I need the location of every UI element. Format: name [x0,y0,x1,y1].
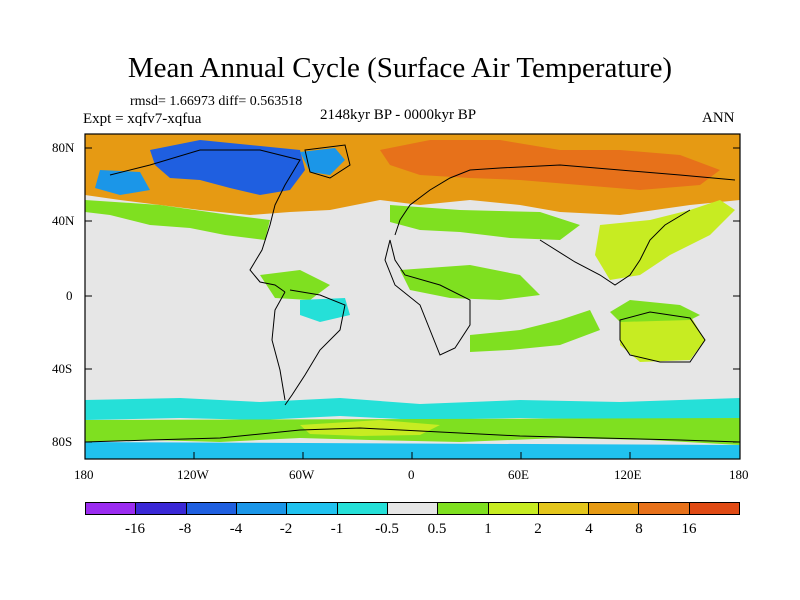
coast-south-america-west [271,291,286,401]
colorbar-label: -1 [330,521,344,537]
season-label: ANN [702,110,735,126]
coast-greenland [304,144,351,179]
colorbar-label: -0.5 [375,521,399,537]
north-america-green [85,200,270,240]
atlantic-green [260,270,330,300]
colorbar-swatch [387,503,439,514]
coast-antarctica [85,427,740,443]
antarctica-cold-edge [85,442,740,459]
temperature-anomaly-field [85,134,740,459]
colorbar-swatch [488,503,539,514]
lat-label-80n: 80N [52,140,75,155]
map-ticks [85,147,740,459]
experiment-label: Expt = xqfv7-xqfua [83,111,202,127]
coast-north-america [109,149,301,293]
lat-label-80s: 80S [52,434,73,449]
colorbar-label: -4 [229,521,243,537]
lon-label-180w: 180 [74,467,94,482]
colorbar-label: 16 [681,521,697,537]
period-label: 2148kyr BP - 0000kyr BP [320,107,477,123]
colorbar-swatch [136,503,187,514]
colorbar-label: -16 [125,521,145,537]
colorbar-swatch [689,503,740,514]
southern-ocean-cyan-band [85,398,740,420]
colorbar-label: -2 [279,521,293,537]
colorbar-label: 0.5 [427,521,447,537]
colorbar-swatch [438,503,489,514]
lon-label-60w: 60W [289,467,315,482]
colorbar-label: 1 [484,521,492,537]
coast-europe [394,167,501,236]
lon-label-60e: 60E [508,467,529,482]
australia-warm [620,315,705,362]
chart-title: Mean Annual Cycle (Surface Air Temperatu… [127,52,673,84]
lon-label-120w: 120W [177,467,209,482]
coast-asia [499,164,736,286]
colorbar-swatch [538,503,590,514]
lat-label-0: 0 [66,288,73,303]
colorbar-label: -8 [178,521,192,537]
colorbar-label: 8 [635,521,643,537]
indian-ocean-green [470,310,600,352]
rmsd-diff-stats: rmsd= 1.66973 diff= 0.563518 [130,94,303,109]
lat-label-40n: 40N [52,213,75,228]
lon-label-180e: 180 [729,467,749,482]
lat-label-40s: 40S [52,361,73,376]
colorbar-swatch [287,503,338,514]
colorbar-label: 4 [585,521,593,537]
coast-south-america [284,289,346,406]
lon-label-0: 0 [408,467,415,482]
colorbar-swatch [589,503,640,514]
coast-africa [384,239,471,356]
colorbar-label: 2 [534,521,542,537]
colorbar [85,502,740,515]
coast-australia [619,311,706,363]
colorbar-swatch [186,503,237,514]
eurasia-green [390,205,580,240]
colorbar-swatch [236,503,288,514]
atlantic-cyan [300,298,350,322]
arctic-cold-patch [95,170,150,195]
colorbar-swatch [337,503,388,514]
east-asia-warm [595,200,735,280]
colorbar-swatch [639,503,690,514]
colorbar-swatch [86,503,137,514]
coastlines [85,144,740,443]
lon-label-120e: 120E [614,467,642,482]
greenland-cold [300,148,345,175]
tropics-green [400,265,540,300]
